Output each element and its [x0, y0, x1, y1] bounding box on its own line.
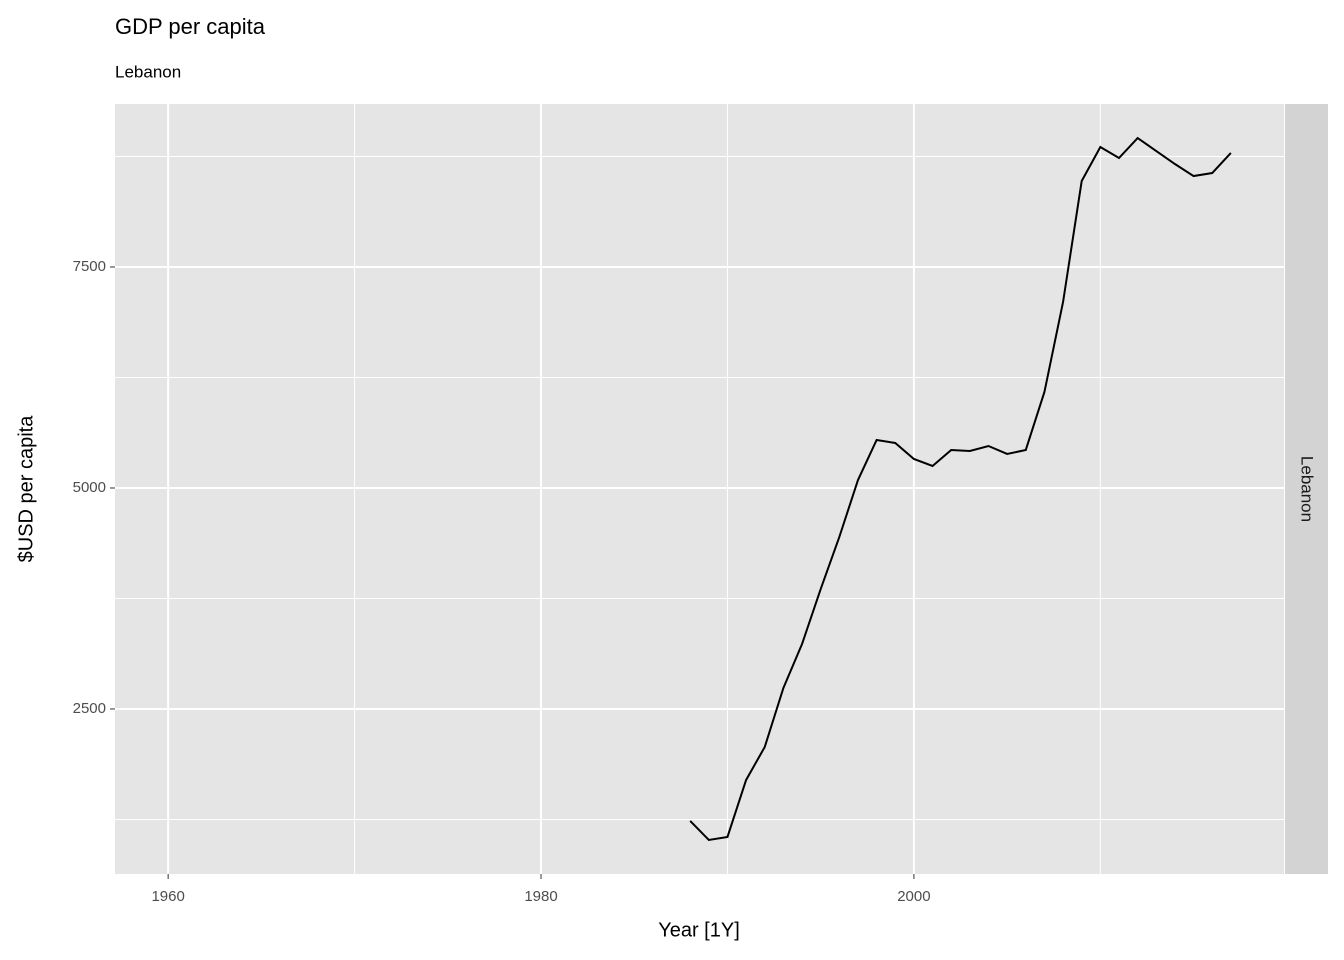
- y-tick-label: 7500: [73, 258, 106, 275]
- x-tick-label: 1980: [524, 888, 557, 905]
- chart-title: GDP per capita: [115, 14, 266, 39]
- y-tick-label: 5000: [73, 479, 106, 496]
- panel: [115, 104, 1284, 874]
- marks: [689, 136, 1232, 842]
- strip-label: Lebanon: [1298, 456, 1317, 522]
- chart-subtitle: Lebanon: [115, 62, 181, 81]
- y-axis-title: $USD per capita: [15, 415, 37, 563]
- line: [689, 136, 1232, 842]
- x-axis-title: Year [1Y]: [658, 919, 740, 941]
- grid: [115, 104, 1284, 874]
- x-tick-label: 2000: [897, 888, 930, 905]
- y-tick-label: 2500: [73, 700, 106, 717]
- strip: [1285, 104, 1328, 874]
- x-tick-label: 1960: [151, 888, 184, 905]
